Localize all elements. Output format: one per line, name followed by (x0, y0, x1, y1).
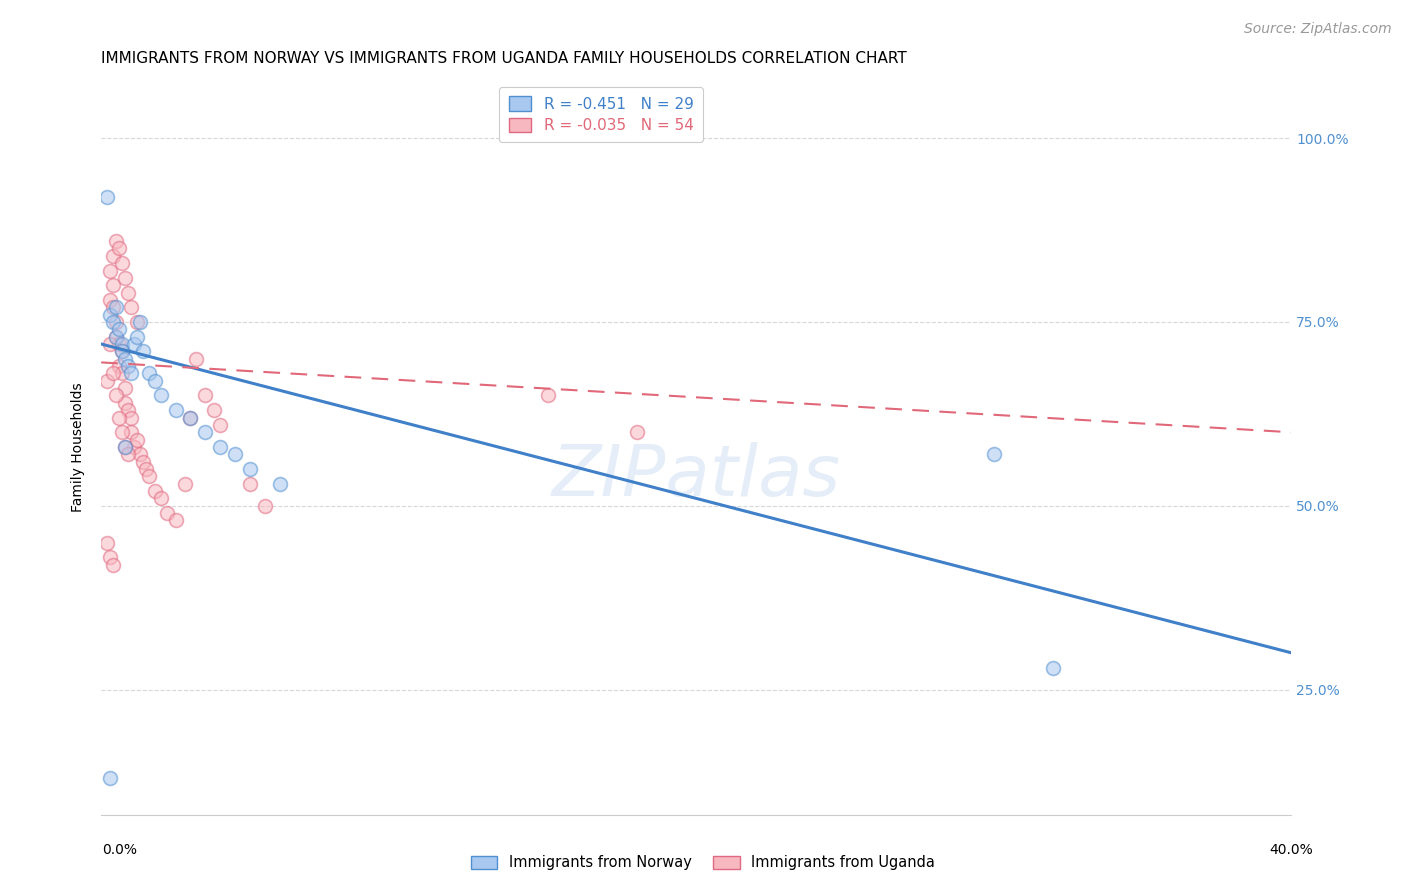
Point (105, 329, 128, 343)
Point (120, 367, 142, 381)
Point (108, 410, 131, 425)
Point (138, 469, 160, 483)
Point (149, 388, 172, 402)
Point (111, 367, 134, 381)
Point (224, 447, 246, 461)
Point (128, 447, 150, 461)
Point (117, 447, 139, 461)
Point (194, 388, 217, 402)
Point (98, 263, 121, 277)
Legend: R = -0.451   N = 29, R = -0.035   N = 54: R = -0.451 N = 29, R = -0.035 N = 54 (499, 87, 703, 143)
Point (96, 190, 118, 204)
Point (173, 476, 195, 491)
Point (1042, 660, 1064, 674)
Point (122, 440, 145, 454)
Point (111, 344, 134, 359)
Point (105, 329, 128, 343)
Point (101, 278, 124, 293)
Point (269, 476, 291, 491)
Point (179, 410, 201, 425)
Point (101, 300, 124, 314)
Text: IMMIGRANTS FROM NORWAY VS IMMIGRANTS FROM UGANDA FAMILY HOUSEHOLDS CORRELATION C: IMMIGRANTS FROM NORWAY VS IMMIGRANTS FRO… (101, 51, 907, 66)
Point (117, 359, 139, 373)
Point (101, 558, 124, 572)
Point (122, 337, 145, 351)
Point (156, 506, 179, 520)
Point (111, 425, 134, 440)
Point (120, 425, 142, 440)
Point (179, 410, 201, 425)
Point (132, 344, 155, 359)
Point (138, 367, 160, 381)
Point (114, 381, 136, 395)
Point (108, 242, 131, 256)
Point (239, 462, 262, 476)
Point (194, 425, 217, 440)
Point (96, 535, 118, 549)
Point (202, 403, 225, 417)
Point (101, 315, 124, 329)
Point (117, 403, 139, 417)
Point (105, 234, 128, 248)
Point (125, 433, 148, 447)
Point (98, 337, 121, 351)
Point (108, 359, 131, 373)
Point (186, 351, 208, 366)
Point (111, 344, 134, 359)
Point (143, 484, 166, 499)
Point (105, 315, 128, 329)
Point (108, 322, 131, 336)
Point (125, 329, 148, 343)
Point (98, 293, 121, 307)
Point (165, 403, 187, 417)
Point (128, 315, 150, 329)
Text: Source: ZipAtlas.com: Source: ZipAtlas.com (1244, 22, 1392, 37)
Point (120, 410, 142, 425)
Point (101, 367, 124, 381)
Legend: Immigrants from Norway, Immigrants from Uganda: Immigrants from Norway, Immigrants from … (464, 848, 942, 878)
Point (165, 513, 187, 527)
Point (209, 417, 232, 432)
Point (105, 300, 128, 314)
Point (983, 447, 1005, 461)
Point (626, 425, 648, 440)
Point (253, 499, 276, 513)
Y-axis label: Family Households: Family Households (72, 382, 86, 512)
Point (114, 270, 136, 285)
Point (114, 396, 136, 410)
Point (111, 337, 134, 351)
Point (239, 476, 262, 491)
Point (125, 315, 148, 329)
Point (98, 771, 121, 785)
Point (536, 388, 558, 402)
Point (114, 440, 136, 454)
Point (149, 491, 172, 506)
Point (96, 374, 118, 388)
Point (117, 285, 139, 300)
Point (111, 256, 134, 270)
Point (114, 440, 136, 454)
Point (98, 308, 121, 322)
Point (135, 462, 157, 476)
Text: 0.0%: 0.0% (103, 843, 136, 857)
Point (98, 550, 121, 565)
Point (143, 374, 166, 388)
Point (209, 440, 232, 454)
Point (120, 300, 142, 314)
Point (132, 455, 155, 469)
Point (101, 249, 124, 263)
Text: ZIPatlas: ZIPatlas (551, 442, 841, 511)
Point (108, 337, 131, 351)
Point (114, 351, 136, 366)
Point (105, 388, 128, 402)
Text: 40.0%: 40.0% (1268, 843, 1313, 857)
